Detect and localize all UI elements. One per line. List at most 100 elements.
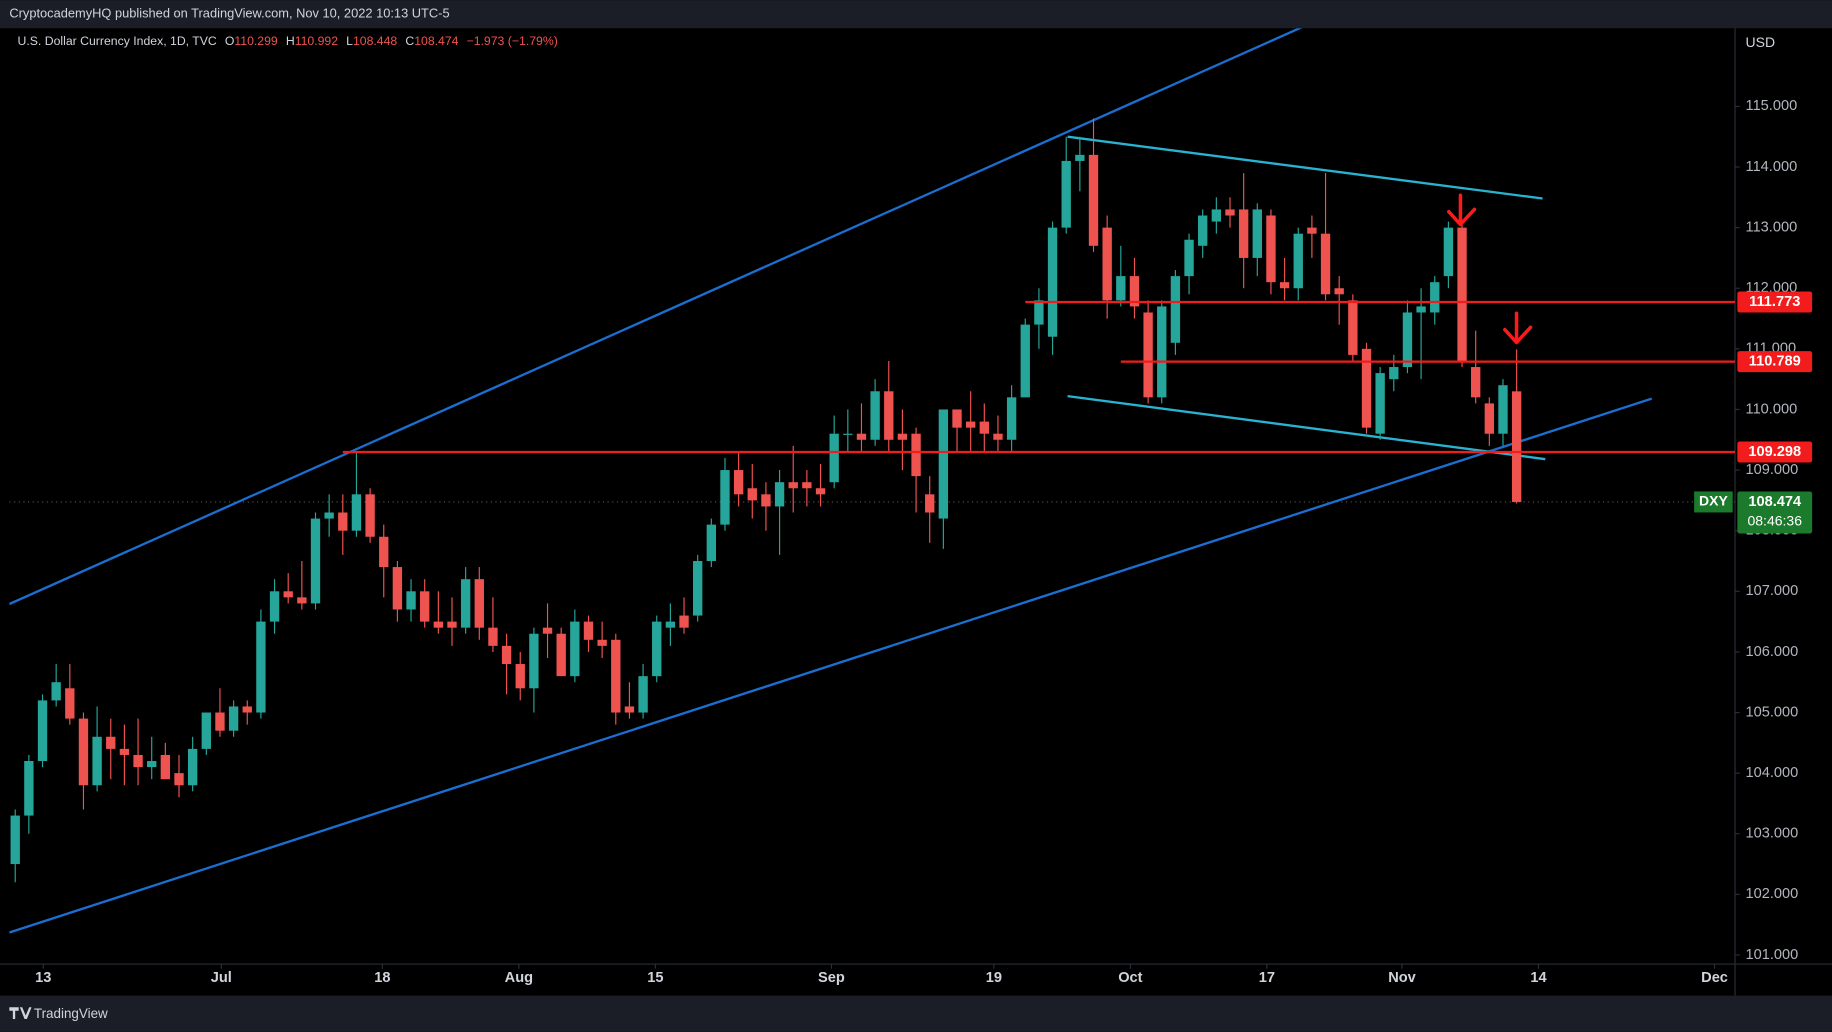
candle-body [1238, 209, 1249, 258]
legend-change: −1.973 (−1.79%) [467, 34, 558, 48]
candle-body [706, 524, 717, 561]
y-tick-label: 104.000 [1746, 765, 1799, 781]
y-tick-label: 107.000 [1746, 583, 1799, 599]
candle-body [1334, 288, 1344, 295]
x-tick-label: Jul [211, 970, 232, 986]
legend: U.S. Dollar Currency Index, 1D, TVC O110… [18, 34, 558, 48]
candle-body [570, 621, 580, 677]
candle-body [1088, 154, 1099, 246]
candle-body [1320, 233, 1331, 295]
candle-body [1293, 233, 1303, 289]
candle-body [133, 754, 143, 768]
candle-body [433, 621, 444, 628]
candle-body [761, 494, 771, 507]
candle-body [1252, 209, 1262, 258]
y-tick-label: 113.000 [1746, 219, 1798, 235]
x-tick-label: Dec [1701, 970, 1728, 986]
x-tick-label: 13 [35, 970, 51, 986]
candle-body [256, 621, 266, 713]
candle-body [474, 579, 484, 628]
trend-line [1067, 394, 1546, 461]
candle-body [51, 682, 61, 701]
candle-body [1198, 215, 1208, 246]
bottom-bar [0, 995, 1832, 1032]
candle-body [106, 736, 116, 749]
y-tick-label: 106.000 [1746, 644, 1799, 660]
candle-body [856, 433, 867, 440]
candle-body [1143, 312, 1153, 398]
legend-value: 110.299 [234, 34, 278, 48]
x-tick-label: 14 [1530, 970, 1547, 986]
candle-body [1157, 306, 1167, 398]
candle-body [379, 536, 389, 568]
y-tick-label: 103.000 [1746, 826, 1799, 842]
candle-body [952, 409, 962, 428]
level-label: 110.789 [1749, 353, 1801, 369]
level-label-box [1737, 441, 1813, 463]
candle-body [187, 748, 198, 786]
y-tick-label: 115.000 [1746, 98, 1798, 114]
candle-body [583, 621, 594, 640]
candle-body [720, 470, 730, 525]
trend-line [9, 397, 1653, 934]
candle-body [1116, 276, 1126, 301]
candle-body [1061, 160, 1071, 228]
x-tick-label: 15 [647, 970, 663, 986]
y-tick-label: 101.000 [1746, 947, 1799, 963]
candle-body [638, 676, 648, 713]
price-axis: 101.000 102.000 103.000 104.000 105.000 106.0… [1735, 98, 1813, 963]
symbol-label: DXY [1699, 493, 1728, 509]
arrow [1503, 311, 1533, 345]
candle-body [324, 512, 334, 519]
candle-body [542, 627, 553, 634]
candle-body [925, 494, 935, 513]
x-tick-label: 17 [1259, 970, 1275, 986]
candle-body [1375, 373, 1385, 434]
candle-body [1006, 397, 1017, 440]
candle-body [1102, 227, 1112, 301]
candle-body [556, 633, 566, 677]
candle-body [1266, 215, 1276, 283]
y-tick-label: 102.000 [1746, 886, 1799, 902]
candle-body [747, 488, 757, 501]
candle-body [1443, 227, 1454, 277]
top-bar [0, 0, 1832, 29]
candle-body [24, 761, 34, 816]
candle-body [843, 433, 853, 435]
candle-body [228, 706, 239, 731]
candle-body [65, 688, 75, 719]
publisher: CryptocademyHQ published on TradingView.… [9, 6, 449, 21]
arrows [1447, 193, 1533, 345]
countdown: 08:46:36 [1747, 513, 1802, 529]
candle-body [1211, 209, 1222, 222]
candle-body [1034, 300, 1044, 325]
legend-line: U.S. Dollar Currency Index, 1D, TVC O110… [18, 34, 558, 48]
candle-body [147, 761, 157, 768]
candle-body [447, 621, 457, 628]
trend-line [1067, 135, 1543, 200]
currency: USD [1746, 34, 1776, 50]
candle-body [351, 494, 362, 531]
candle-body [1389, 367, 1399, 380]
candle-body [993, 433, 1003, 440]
legend-value: 108.474 [414, 34, 458, 48]
candle-body [1170, 276, 1181, 343]
candle-body [788, 482, 798, 489]
candle-body [611, 639, 621, 713]
candle-body [1484, 403, 1495, 434]
x-tick-label: 19 [986, 970, 1002, 986]
candle-body [460, 579, 471, 628]
plot [9, 28, 1736, 934]
candle-body [679, 615, 689, 628]
candle-body [1225, 209, 1235, 216]
candle-body [392, 567, 403, 610]
candle-body [1020, 324, 1030, 398]
candle-body [515, 664, 525, 689]
arrow [1447, 193, 1477, 227]
candle-body [174, 773, 184, 786]
x-tick-label: Sep [818, 970, 845, 986]
candle-body [242, 706, 252, 713]
candle-body [979, 421, 989, 434]
